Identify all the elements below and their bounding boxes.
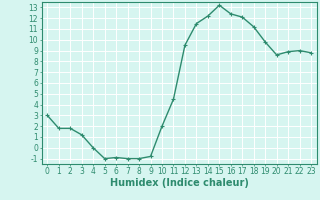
X-axis label: Humidex (Indice chaleur): Humidex (Indice chaleur) [110, 178, 249, 188]
